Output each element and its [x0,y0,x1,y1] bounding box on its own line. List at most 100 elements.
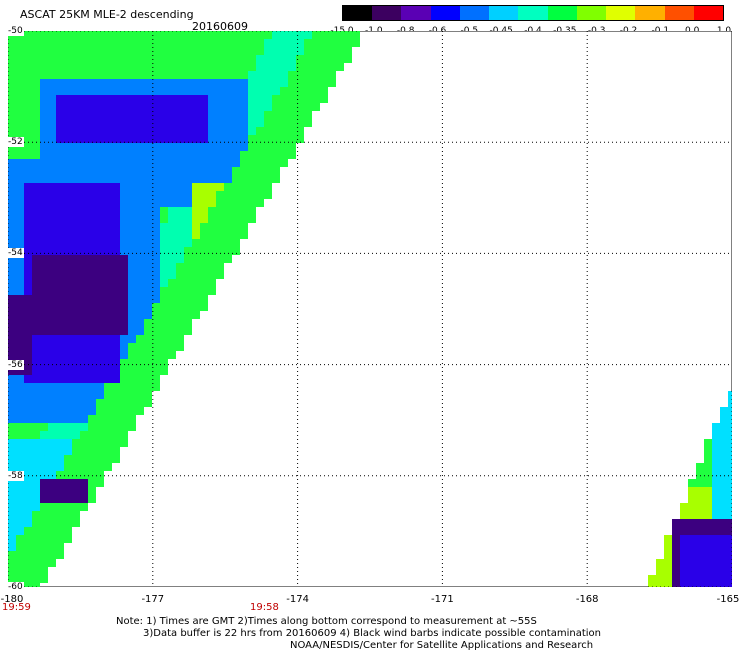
swath-cell [32,447,40,455]
swath-cell [72,79,80,87]
note-line-2: 3)Data buffer is 22 hrs from 20160609 4)… [143,628,601,639]
swath-cell [48,63,56,71]
swath-cell [240,135,248,143]
swath-cell [104,447,112,455]
swath-cell [72,263,80,271]
swath-cell [248,215,256,223]
swath-cell [24,511,32,519]
swath-cell [112,111,120,119]
swath-cell [56,263,64,271]
swath-cell [56,175,64,183]
swath-cell [128,135,136,143]
swath-cell [48,311,56,319]
swath-cell [88,495,96,503]
swath-cell [88,183,96,191]
swath-cell [184,215,192,223]
swath-cell [16,71,24,79]
swath-cell [64,519,72,527]
swath-cell [200,183,208,191]
swath-cell [104,207,112,215]
swath-cell [160,239,168,247]
swath-cell [72,519,80,527]
swath-cell [120,415,128,423]
swath-cell [232,167,240,175]
swath-cell [56,375,64,383]
swath-cell [72,327,80,335]
swath-cell [64,527,72,535]
swath-cell [224,167,232,175]
swath-cell [152,327,160,335]
swath-cell [136,63,144,71]
swath-cell [256,167,264,175]
swath-cell [136,207,144,215]
swath-cell [96,263,104,271]
product-title: ASCAT 25KM MLE-2 descending [20,8,194,21]
swath-cell [56,47,64,55]
swath-cell [72,183,80,191]
swath-cell [136,79,144,87]
swath-cell [136,391,144,399]
swath-cell [112,239,120,247]
swath-cell [152,87,160,95]
swath-cell [64,199,72,207]
swath-cell [720,519,728,527]
swath-cell [256,199,264,207]
swath-cell [80,479,88,487]
swath-cell [224,151,232,159]
swath-cell [208,247,216,255]
swath-cell [232,71,240,79]
swath-cell [160,351,168,359]
swath-cell [216,239,224,247]
swath-cell [40,455,48,463]
swath-cell [32,111,40,119]
swath-cell [224,231,232,239]
swath-cell [8,255,16,263]
swath-cell [248,207,256,215]
swath-cell [168,175,176,183]
swath-cell [128,199,136,207]
swath-cell [56,207,64,215]
swath-cell [256,63,264,71]
swath-cell [728,391,732,399]
swath-cell [56,71,64,79]
swath-cell [32,471,40,479]
latitude-label: -60 [7,582,24,592]
swath-cell [160,199,168,207]
swath-cell [720,495,728,503]
swath-cell [208,103,216,111]
swath-cell [56,135,64,143]
swath-cell [16,47,24,55]
swath-cell [240,111,248,119]
swath-cell [16,167,24,175]
swath-cell [64,319,72,327]
swath-cell [152,271,160,279]
swath-cell [200,223,208,231]
swath-cell [16,295,24,303]
swath-cell [160,231,168,239]
swath-cell [48,551,56,559]
swath-cell [192,71,200,79]
swath-cell [16,63,24,71]
swath-cell [200,111,208,119]
swath-cell [8,63,16,71]
swath-cell [232,127,240,135]
swath-cell [312,103,320,111]
swath-cell [120,367,128,375]
swath-cell [224,247,232,255]
swath-cell [256,103,264,111]
swath-cell [32,167,40,175]
swath-cell [160,287,168,295]
swath-cell [64,175,72,183]
swath-cell [32,39,40,47]
swath-cell [200,143,208,151]
swath-cell [112,263,120,271]
swath-cell [8,311,16,319]
swath-cell [16,343,24,351]
swath-cell [264,191,272,199]
swath-cell [16,567,24,575]
swath-cell [152,263,160,271]
swath-cell [136,327,144,335]
swath-cell [152,295,160,303]
swath-cell [48,95,56,103]
swath-cell [112,271,120,279]
